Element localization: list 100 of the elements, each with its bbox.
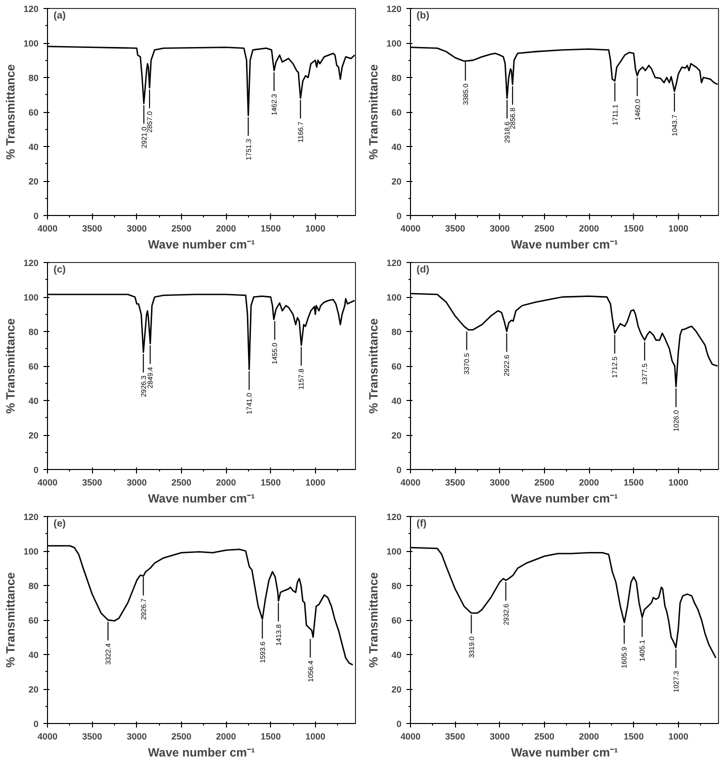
x-tick-label: 3000 [126,224,147,234]
y-tick-label: 20 [28,176,39,186]
x-tick-label: 3500 [445,478,466,488]
x-axis-title: Wave number cm⁻¹ [511,492,618,506]
y-tick-label: 60 [28,616,39,626]
x-tick-label: 2500 [534,224,554,234]
y-tick-label: 40 [28,396,39,406]
y-tick-label: 80 [28,73,39,83]
x-tick-label: 3000 [490,224,510,234]
chart-title: (f) [416,518,426,530]
x-tick-label: 3000 [490,732,510,742]
x-axis-title: Wave number cm⁻¹ [148,238,255,252]
y-tick-label: 0 [33,211,39,221]
x-tick-label: 2500 [171,224,192,234]
y-tick-label: 100 [23,38,39,48]
x-tick-label: 2000 [579,224,600,234]
y-tick-label: 100 [386,546,402,556]
y-tick-label: 0 [396,719,402,729]
y-tick-label: 80 [28,327,39,337]
x-tick-label: 1000 [668,224,688,234]
x-tick-label: 3000 [126,732,147,742]
chart-title: (c) [54,264,66,276]
y-tick-label: 60 [28,362,39,372]
y-tick-label: 60 [391,108,402,118]
x-tick-label: 4000 [37,478,58,488]
x-tick-label: 3000 [490,478,510,488]
x-tick-label: 3500 [82,224,102,234]
y-tick-label: 80 [391,73,402,83]
y-axis-title: % Transmittance [366,572,380,668]
x-tick-label: 4000 [400,224,421,234]
x-axis-title: Wave number cm⁻¹ [148,746,255,760]
y-tick-label: 60 [28,108,39,118]
chart-title: (d) [416,264,430,276]
x-tick-label: 4000 [400,478,421,488]
y-tick-label: 0 [396,211,402,221]
y-tick-label: 100 [386,38,402,48]
x-tick-label: 1000 [305,224,326,234]
x-axis-title: Wave number cm⁻¹ [511,238,618,252]
y-tick-label: 100 [386,292,402,302]
y-axis-title: % Transmittance [3,572,18,668]
x-tick-label: 3500 [82,478,102,488]
x-tick-label: 4000 [400,732,421,742]
x-tick-label: 1500 [260,732,281,742]
x-tick-label: 2000 [216,478,236,488]
y-tick-label: 120 [23,258,39,268]
y-tick-label: 120 [23,4,39,14]
y-tick-label: 60 [391,616,402,626]
y-tick-label: 80 [391,581,402,591]
y-tick-label: 100 [23,546,39,556]
x-tick-label: 2500 [171,732,192,742]
y-tick-label: 80 [28,581,39,591]
y-tick-label: 120 [386,258,402,268]
x-tick-label: 3000 [126,478,147,488]
y-tick-label: 60 [391,362,402,372]
y-tick-label: 100 [23,292,39,302]
x-tick-label: 1500 [260,478,281,488]
y-tick-label: 40 [391,396,402,406]
y-tick-label: 120 [386,512,402,522]
chart-title: (a) [54,10,66,22]
y-tick-label: 40 [28,142,39,152]
x-tick-label: 1500 [260,224,281,234]
chart-title: (b) [416,10,430,22]
y-tick-label: 40 [391,650,402,660]
x-tick-label: 1500 [624,732,644,742]
y-tick-label: 20 [391,176,402,186]
y-tick-label: 20 [28,684,39,694]
y-tick-label: 80 [391,327,402,337]
x-tick-label: 2000 [216,224,236,234]
x-tick-label: 2000 [216,732,236,742]
x-axis-title: Wave number cm⁻¹ [511,746,618,760]
y-tick-label: 20 [391,430,402,440]
x-axis-title: Wave number cm⁻¹ [148,492,255,506]
x-tick-label: 4000 [37,224,58,234]
y-tick-label: 0 [33,719,39,729]
y-tick-label: 0 [33,465,39,475]
y-tick-label: 120 [386,4,402,14]
x-tick-label: 2500 [534,732,554,742]
x-tick-label: 3500 [82,732,102,742]
x-tick-label: 1500 [624,478,644,488]
y-axis-title: % Transmittance [366,64,380,160]
x-tick-label: 2500 [171,478,192,488]
x-tick-label: 1500 [624,224,644,234]
y-axis-title: % Transmittance [3,64,18,160]
x-tick-label: 1000 [305,732,326,742]
x-tick-label: 1000 [668,732,688,742]
y-tick-label: 40 [28,650,39,660]
y-tick-label: 40 [391,142,402,152]
x-tick-label: 2000 [579,478,600,488]
chart-title: (e) [54,518,66,530]
x-tick-label: 2000 [579,732,600,742]
y-tick-label: 20 [391,684,402,694]
x-tick-label: 4000 [37,732,58,742]
x-tick-label: 3500 [445,732,466,742]
x-tick-label: 3500 [445,224,466,234]
y-tick-label: 20 [28,430,39,440]
y-tick-label: 0 [396,465,402,475]
x-tick-label: 1000 [305,478,326,488]
y-tick-label: 120 [23,512,39,522]
x-tick-label: 1000 [668,478,688,488]
y-axis-title: % Transmittance [366,318,380,414]
